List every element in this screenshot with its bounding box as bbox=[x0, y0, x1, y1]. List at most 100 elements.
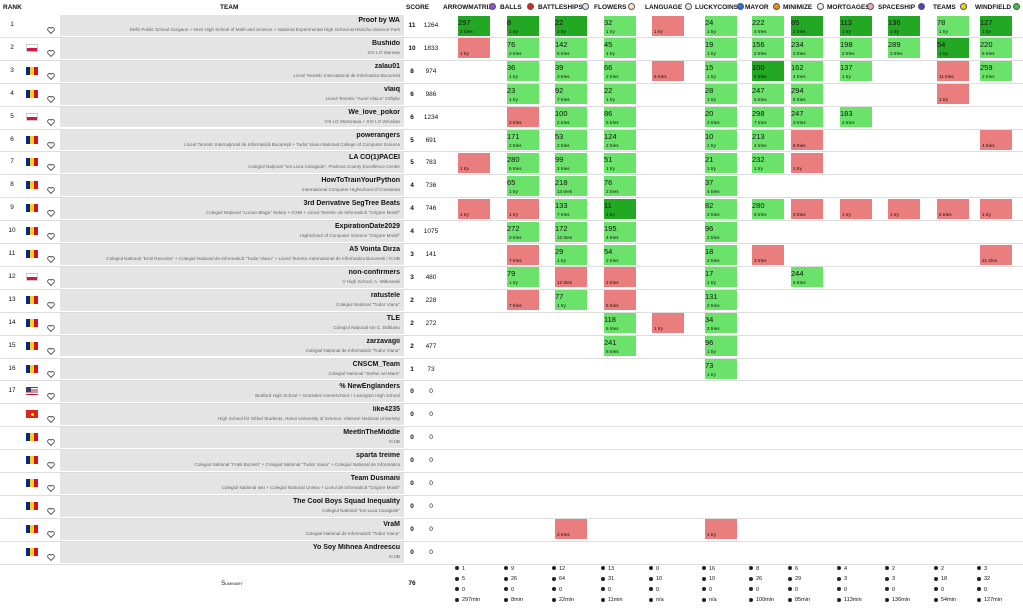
tries: 2 tries bbox=[982, 74, 995, 80]
problem-header: MAYOR bbox=[745, 4, 769, 11]
problem-cell: 259 2 tries bbox=[980, 61, 1012, 82]
solve-time: 280 bbox=[507, 154, 520, 164]
icon bbox=[749, 576, 753, 581]
favorite-heart[interactable] bbox=[47, 548, 55, 566]
tries: 1 try bbox=[654, 28, 663, 34]
solve-time: 234 bbox=[791, 40, 804, 50]
favorite-heart[interactable] bbox=[47, 273, 55, 291]
tries: 6 tries bbox=[982, 51, 995, 57]
favorite-heart[interactable] bbox=[47, 319, 55, 337]
problem-cell: 2 tries bbox=[604, 267, 636, 288]
summary-value: 4 bbox=[844, 565, 848, 572]
favorite-heart[interactable] bbox=[47, 67, 55, 85]
problem-cell: 54 1 try bbox=[937, 38, 969, 59]
tries: 2 tries bbox=[707, 120, 720, 126]
flag bbox=[26, 295, 38, 304]
solved-count: 1 bbox=[410, 365, 414, 373]
summary-pending: 0 bbox=[934, 587, 944, 593]
favorite-heart[interactable] bbox=[47, 181, 55, 199]
favorite-heart[interactable] bbox=[47, 21, 55, 39]
summary-first: n/a bbox=[649, 597, 664, 603]
summary-value: 3 bbox=[984, 565, 988, 572]
favorite-heart[interactable] bbox=[47, 456, 55, 474]
solve-time: 36 bbox=[507, 63, 516, 73]
tries: 1 try bbox=[460, 211, 469, 217]
solve-time: 22 bbox=[555, 17, 564, 27]
penalty: 746 bbox=[425, 205, 437, 213]
favorite-heart[interactable] bbox=[47, 502, 55, 520]
favorite-heart[interactable] bbox=[47, 342, 55, 360]
tries: 1 try bbox=[707, 532, 716, 538]
rank: 8 bbox=[10, 181, 14, 189]
favorite-heart[interactable] bbox=[47, 525, 55, 543]
tries: 3 tries bbox=[793, 211, 806, 217]
summary-value: 136min bbox=[892, 597, 911, 604]
problem-header: LANGUAGE bbox=[645, 4, 683, 11]
summary-value: 100min bbox=[756, 597, 775, 604]
team-cell bbox=[60, 106, 404, 128]
solve-time: 79 bbox=[507, 269, 516, 279]
problem-cell: 79 1 try bbox=[507, 267, 539, 288]
icon bbox=[504, 587, 508, 592]
solve-time: 136 bbox=[888, 17, 901, 27]
summary-value: 5 bbox=[462, 576, 466, 583]
solve-time: 21 bbox=[705, 154, 714, 164]
summary-pending: 0 bbox=[977, 587, 987, 593]
summary-value: 113min bbox=[844, 597, 862, 604]
row-line bbox=[0, 517, 1023, 519]
rank: 14 bbox=[8, 318, 16, 326]
solve-time: 10 bbox=[705, 132, 714, 141]
problem-cell: 247 3 tries bbox=[791, 107, 823, 128]
summary-value: 8 bbox=[756, 565, 760, 572]
balloon bbox=[773, 3, 780, 10]
favorite-heart[interactable] bbox=[47, 227, 55, 245]
flag bbox=[26, 250, 38, 258]
favorite-heart[interactable] bbox=[47, 136, 55, 154]
tries: 1 try bbox=[707, 143, 716, 148]
icon bbox=[837, 576, 841, 581]
favorite-heart[interactable] bbox=[47, 479, 55, 497]
solved-count: 2 bbox=[410, 342, 414, 350]
tries: 1 try bbox=[509, 28, 518, 34]
summary-first: 100min bbox=[749, 597, 774, 603]
problem-cell: 183 2 tries bbox=[840, 107, 872, 128]
team-school: Colegiul National "Emil Racovita" + Cole… bbox=[106, 256, 400, 261]
favorite-heart[interactable] bbox=[47, 44, 55, 62]
problem-cell: 15 1 try bbox=[705, 61, 737, 82]
tries: 1 try bbox=[654, 326, 663, 332]
flag bbox=[26, 341, 38, 350]
tries: 2 tries bbox=[754, 51, 767, 57]
flag bbox=[26, 158, 38, 167]
favorite-heart[interactable] bbox=[47, 296, 55, 314]
favorite-heart[interactable] bbox=[47, 90, 55, 108]
row-line bbox=[0, 197, 1023, 199]
favorite-heart[interactable] bbox=[47, 410, 55, 428]
tries: 4 tries bbox=[982, 143, 995, 148]
tries: 1 try bbox=[842, 28, 851, 34]
tries: 6 tries bbox=[654, 74, 667, 80]
problem-cell: 198 2 tries bbox=[840, 38, 872, 59]
favorite-heart[interactable] bbox=[47, 113, 55, 131]
row-line bbox=[0, 174, 1023, 176]
icon bbox=[934, 576, 938, 581]
summary-first: n/a bbox=[702, 597, 717, 603]
tries: 2 tries bbox=[606, 74, 619, 80]
favorite-heart[interactable] bbox=[47, 387, 55, 405]
favorite-heart[interactable] bbox=[47, 250, 55, 268]
problem-cell: 39 3 tries bbox=[555, 61, 587, 82]
problem-header: WINDFIELD bbox=[975, 4, 1012, 11]
summary-value: 0 bbox=[795, 586, 799, 593]
problem-header: ARROWMATRIX bbox=[443, 4, 493, 11]
favorite-heart[interactable] bbox=[47, 365, 55, 383]
team-school: Liceul Teoretic International de Informa… bbox=[293, 72, 400, 78]
problem-cell: 1 try bbox=[652, 15, 684, 36]
summary-value: 0 bbox=[511, 586, 515, 593]
favorite-heart[interactable] bbox=[47, 158, 55, 176]
favorite-heart[interactable] bbox=[47, 204, 55, 222]
tries: 6 tries bbox=[606, 326, 619, 332]
icon bbox=[885, 597, 889, 602]
summary-value: 0 bbox=[844, 586, 848, 593]
summary-first: 297min bbox=[455, 597, 480, 603]
favorite-heart[interactable] bbox=[47, 433, 55, 451]
problem-cell: 244 5 tries bbox=[791, 267, 823, 288]
